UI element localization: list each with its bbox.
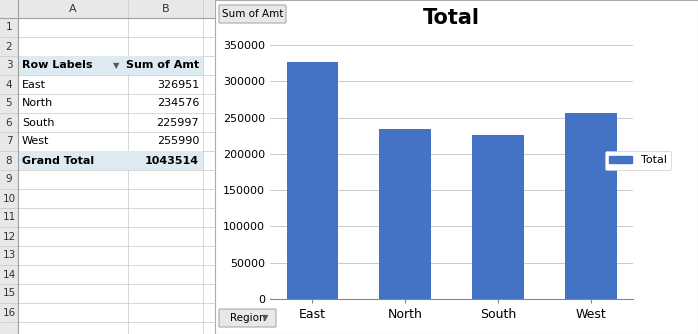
- FancyBboxPatch shape: [219, 309, 276, 327]
- Text: Total: Total: [423, 8, 480, 28]
- Text: 4: 4: [6, 79, 13, 90]
- Text: 326951: 326951: [157, 79, 199, 90]
- Text: 10: 10: [2, 193, 15, 203]
- Bar: [286, 62, 338, 299]
- Text: 13: 13: [2, 250, 15, 261]
- Text: ▼: ▼: [113, 61, 119, 70]
- Bar: [473, 135, 524, 299]
- Text: ▼: ▼: [262, 314, 268, 323]
- Text: Sum of Amt: Sum of Amt: [126, 60, 199, 70]
- Bar: [18, 151, 203, 170]
- Text: 1: 1: [6, 22, 13, 32]
- Bar: [380, 129, 431, 299]
- Text: 8: 8: [6, 156, 13, 166]
- Bar: [0, 0, 215, 18]
- Bar: [0, 0, 18, 334]
- Text: Row Labels: Row Labels: [22, 60, 93, 70]
- Text: 5: 5: [6, 99, 13, 109]
- Text: 12: 12: [2, 231, 15, 241]
- Text: 3: 3: [6, 60, 13, 70]
- Bar: [215, 0, 698, 334]
- Text: 1043514: 1043514: [145, 156, 199, 166]
- Text: 225997: 225997: [156, 118, 199, 128]
- Text: 2: 2: [6, 41, 13, 51]
- Text: 255990: 255990: [156, 137, 199, 147]
- Text: Sum of Amt: Sum of Amt: [222, 9, 283, 19]
- Text: 6: 6: [6, 118, 13, 128]
- Bar: [565, 113, 616, 299]
- Text: 7: 7: [6, 137, 13, 147]
- Text: 14: 14: [2, 270, 15, 280]
- Text: Region: Region: [230, 313, 266, 323]
- Text: B: B: [162, 4, 170, 14]
- Text: 16: 16: [2, 308, 15, 318]
- Text: 11: 11: [2, 212, 15, 222]
- Text: 15: 15: [2, 289, 15, 299]
- Bar: [0, 0, 215, 334]
- Text: North: North: [22, 99, 53, 109]
- Text: A: A: [69, 4, 77, 14]
- Text: East: East: [22, 79, 46, 90]
- Text: West: West: [22, 137, 50, 147]
- Text: Grand Total: Grand Total: [22, 156, 94, 166]
- Text: 9: 9: [6, 174, 13, 184]
- Text: 234576: 234576: [156, 99, 199, 109]
- Text: South: South: [22, 118, 54, 128]
- FancyBboxPatch shape: [219, 5, 286, 23]
- Bar: [18, 56, 203, 75]
- Legend: Total: Total: [605, 151, 671, 170]
